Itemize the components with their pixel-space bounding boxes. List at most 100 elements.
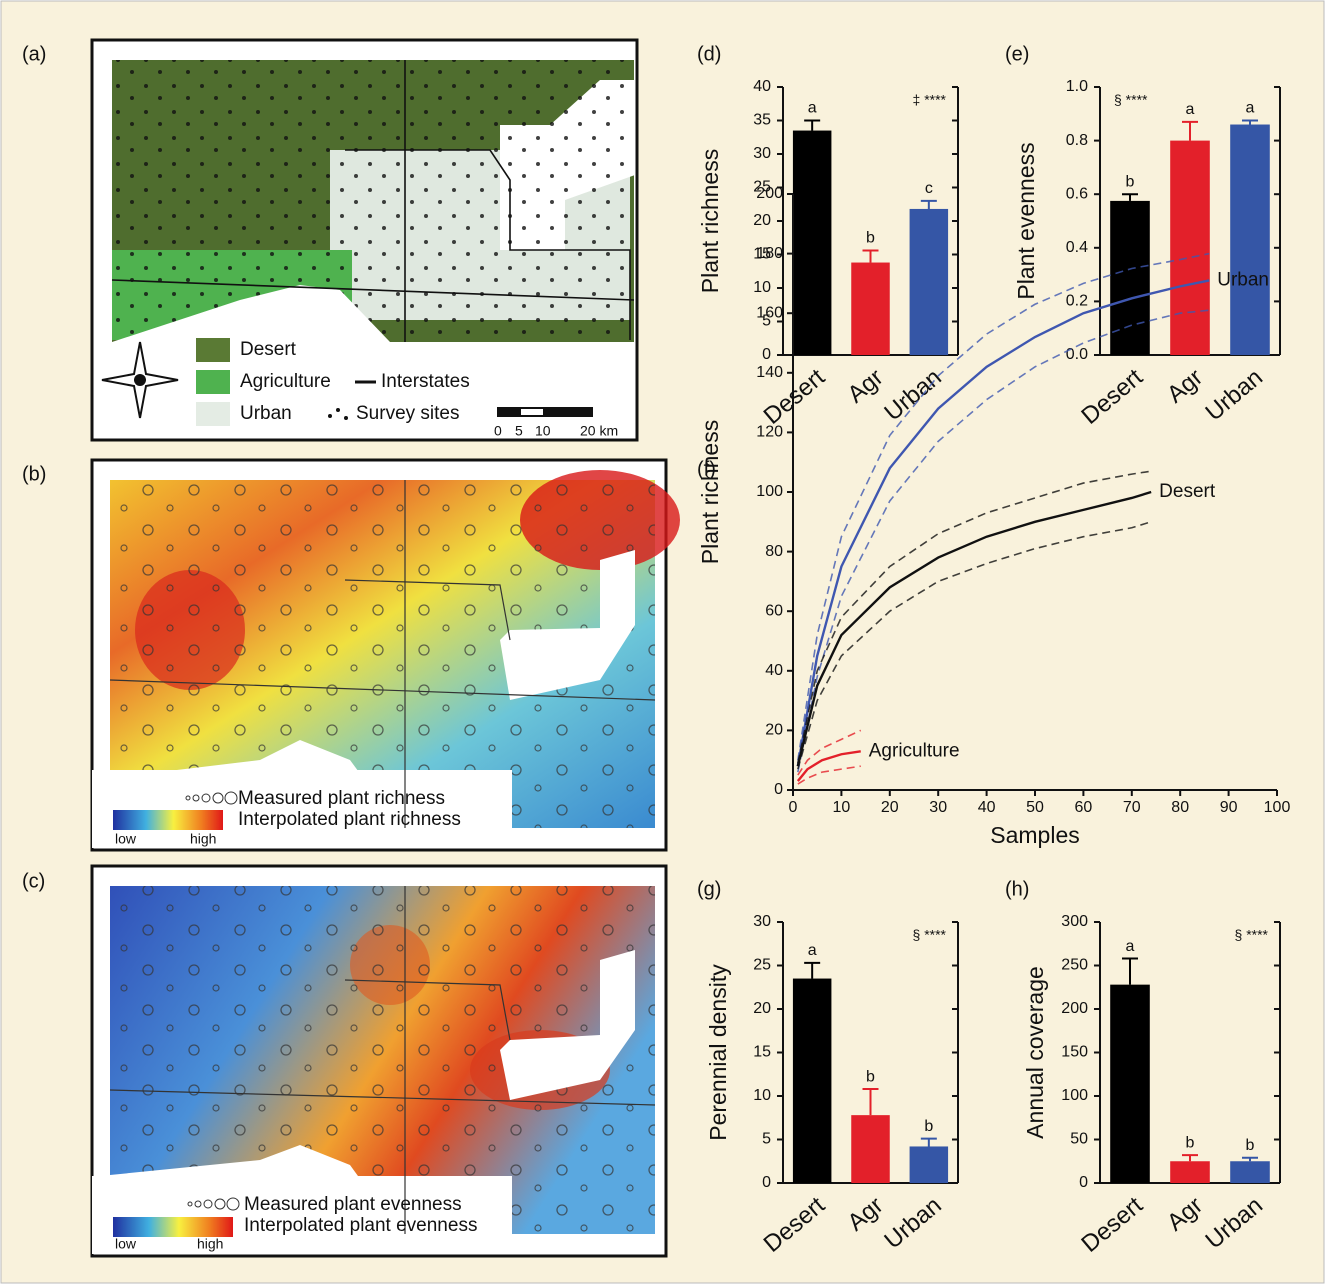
x-tick-label: 100	[1264, 799, 1291, 816]
scale-label: 10	[535, 423, 551, 439]
scale-label: 0	[494, 423, 502, 439]
y-tick-label: 180	[756, 245, 783, 262]
bar	[792, 130, 832, 355]
scale-label: high	[190, 831, 216, 847]
error-bar	[862, 1088, 879, 1116]
y-tick-label: 0.0	[1066, 346, 1088, 363]
legend-label: Desert	[240, 339, 297, 360]
bar	[909, 1146, 949, 1183]
error-bar	[862, 249, 879, 263]
y-tick-label: 120	[756, 424, 783, 441]
bar	[851, 1115, 890, 1183]
y-tick-label: 40	[753, 78, 771, 95]
y-tick-label: 10	[753, 1087, 771, 1104]
y-tick-label: 160	[756, 304, 783, 321]
x-axis-label: Samples	[990, 822, 1079, 848]
y-axis-label: Plant richness	[697, 420, 723, 564]
x-tick-label: 40	[978, 799, 996, 816]
legend-label: Survey sites	[356, 403, 459, 424]
y-tick-label: 200	[1061, 1000, 1088, 1017]
error-bar	[804, 119, 821, 131]
legend-label: Urban	[240, 403, 292, 424]
map-c: (c) Measured plant evenness Interpolated…	[22, 864, 668, 1258]
error-bar	[1182, 120, 1198, 141]
y-tick-label: 0	[1079, 1174, 1088, 1191]
legend-label: Interpolated plant richness	[238, 809, 461, 830]
error-bar	[1122, 957, 1138, 985]
y-axis-label: Annual coverage	[1022, 966, 1048, 1139]
significance-note: § ****	[1235, 927, 1269, 943]
y-tick-label: 40	[765, 662, 783, 679]
scale-label: low	[115, 831, 137, 847]
scale-label: high	[197, 1236, 223, 1252]
significance-note: ‡ ****	[913, 92, 947, 108]
series-line	[796, 490, 1152, 767]
error-bar	[920, 1137, 937, 1147]
panel-label: (b)	[22, 463, 46, 485]
y-tick-label: 0.4	[1066, 239, 1088, 256]
y-tick-label: 20	[753, 212, 771, 229]
y-axis-label: Plant evenness	[1013, 142, 1039, 299]
y-tick-label: 20	[753, 1000, 771, 1017]
significance-letter: b	[1126, 173, 1135, 190]
y-tick-label: 60	[765, 602, 783, 619]
y-tick-label: 30	[753, 145, 771, 162]
significance-letter: c	[925, 180, 933, 197]
x-tick-label: 0	[789, 799, 798, 816]
x-tick-label: 60	[1075, 799, 1093, 816]
confidence-line	[797, 252, 1210, 761]
confidence-line	[797, 470, 1152, 764]
series-line	[796, 279, 1210, 767]
bar	[1230, 124, 1270, 356]
error-bar	[920, 199, 937, 209]
y-tick-label: 1.0	[1066, 78, 1088, 95]
significance-letter: b	[866, 1068, 875, 1085]
y-tick-label: 15	[753, 246, 771, 263]
y-tick-label: 25	[753, 957, 771, 974]
significance-note: § ****	[1114, 92, 1148, 108]
series-label: Desert	[1159, 481, 1216, 502]
error-bar	[1242, 119, 1258, 125]
bar	[1110, 200, 1150, 355]
y-tick-label: 15	[753, 1044, 771, 1061]
bar	[792, 978, 832, 1183]
y-axis-label: Perennial density	[705, 964, 731, 1141]
y-tick-label: 80	[765, 543, 783, 560]
panel-label: (h)	[1005, 878, 1029, 900]
y-tick-label: 150	[1061, 1044, 1088, 1061]
scale-label: 20 km	[580, 423, 618, 439]
bar	[1110, 984, 1150, 1183]
y-tick-label: 100	[1061, 1087, 1088, 1104]
y-tick-label: 30	[753, 913, 771, 930]
y-tick-label: 0.8	[1066, 132, 1088, 149]
y-tick-label: 200	[756, 185, 783, 202]
y-tick-label: 0	[762, 1174, 771, 1191]
bar	[909, 208, 949, 355]
panel-label: (a)	[22, 43, 46, 65]
panel-label: (c)	[22, 870, 45, 892]
panel-label: (g)	[697, 878, 721, 900]
significance-letter: b	[1246, 1137, 1255, 1154]
y-tick-label: 20	[765, 722, 783, 739]
legend-label: Interpolated plant evenness	[244, 1215, 477, 1236]
significance-letter: b	[924, 1118, 933, 1135]
series-line	[796, 750, 861, 782]
significance-letter: a	[808, 942, 817, 959]
y-axis-label: Plant richness	[697, 149, 723, 293]
significance-note: § ****	[913, 927, 947, 943]
map-b: (b) Measured plant richness Interpolated…	[22, 458, 680, 852]
x-tick-label: 50	[1026, 799, 1044, 816]
bar	[851, 262, 890, 355]
y-tick-label: 140	[756, 364, 783, 381]
bar	[1170, 140, 1210, 355]
confidence-line	[797, 521, 1152, 770]
significance-letter: a	[1126, 938, 1135, 955]
panel-label: (e)	[1005, 43, 1029, 65]
x-tick-label: 90	[1220, 799, 1238, 816]
y-tick-label: 0.2	[1066, 293, 1088, 310]
y-tick-label: 10	[753, 279, 771, 296]
legend-label: Measured plant richness	[238, 788, 445, 809]
y-tick-label: 5	[762, 313, 771, 330]
